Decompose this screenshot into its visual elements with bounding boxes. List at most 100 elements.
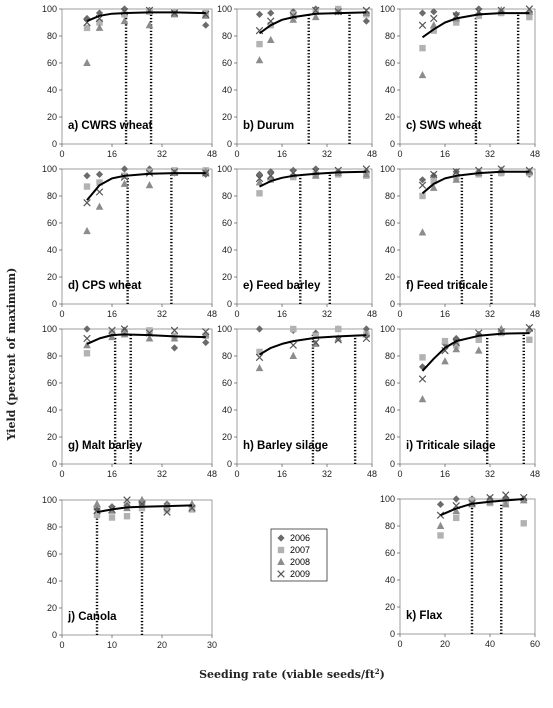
panel-durum: 0 20 40 60 80 100 0 16 32 48 b) Durum bbox=[217, 4, 377, 159]
y-tick-label: 60 bbox=[385, 378, 395, 388]
y-tick-label: 40 bbox=[47, 576, 57, 586]
point-2009 bbox=[93, 507, 101, 515]
y-tick-label: 100 bbox=[380, 4, 395, 14]
y-tick-label: 100 bbox=[42, 4, 57, 14]
fitted-curve bbox=[86, 172, 206, 201]
x-tick-label: 0 bbox=[397, 149, 402, 159]
x-tick-label: 0 bbox=[397, 469, 402, 479]
y-tick-label: 100 bbox=[42, 164, 57, 174]
fitted-curve bbox=[96, 504, 193, 514]
panel-title: k) Flax bbox=[406, 610, 443, 622]
point-2006 bbox=[430, 8, 438, 16]
point-2006 bbox=[255, 170, 264, 178]
x-tick-label: 32 bbox=[485, 309, 495, 319]
x-tick-label: 0 bbox=[59, 640, 64, 650]
point-2007 bbox=[419, 44, 426, 52]
point-2007 bbox=[93, 511, 101, 519]
panel-title: i) Triticale silage bbox=[406, 440, 495, 452]
y-tick-label: 80 bbox=[222, 191, 232, 201]
point-2008 bbox=[452, 506, 461, 515]
y-tick-label: 0 bbox=[52, 299, 57, 309]
point-2009 bbox=[312, 338, 320, 347]
legend-label: 2007 bbox=[290, 545, 310, 555]
point-2008 bbox=[83, 341, 91, 349]
point-2008 bbox=[83, 226, 91, 235]
x-tick-label: 48 bbox=[207, 149, 217, 159]
legend-label: 2009 bbox=[290, 569, 310, 579]
point-2009 bbox=[163, 508, 171, 516]
y-tick-label: 60 bbox=[222, 378, 232, 388]
x-tick-label: 0 bbox=[59, 309, 64, 319]
y-tick-label: 80 bbox=[385, 521, 395, 531]
point-2008 bbox=[501, 500, 510, 508]
point-2007 bbox=[437, 532, 444, 539]
x-tick-label: 60 bbox=[530, 639, 540, 649]
y-tick-label: 0 bbox=[390, 459, 395, 469]
point-2008 bbox=[145, 334, 154, 342]
y-tick-label: 20 bbox=[385, 112, 395, 122]
point-2009 bbox=[525, 5, 534, 13]
y-tick-label: 20 bbox=[222, 112, 232, 122]
y-axis-label: Yield (percent of maximum) bbox=[5, 268, 18, 442]
y-tick-label: 80 bbox=[47, 522, 57, 532]
y-tick-label: 40 bbox=[47, 405, 57, 415]
point-2008 bbox=[255, 363, 264, 372]
point-2008 bbox=[418, 70, 427, 79]
point-2009 bbox=[95, 188, 104, 196]
legend-marker-2007 bbox=[277, 546, 285, 554]
legend-entry-2007: 2007 bbox=[277, 545, 310, 555]
legend-label: 2008 bbox=[290, 557, 310, 567]
plot-frame bbox=[236, 8, 373, 145]
y-tick-label: 100 bbox=[380, 324, 395, 334]
point-2009 bbox=[83, 334, 91, 343]
y-tick-label: 20 bbox=[47, 603, 57, 613]
point-2007 bbox=[475, 336, 482, 343]
y-tick-label: 80 bbox=[47, 351, 57, 361]
x-tick-label: 32 bbox=[157, 309, 167, 319]
point-2006 bbox=[362, 17, 370, 25]
point-2008 bbox=[418, 395, 427, 403]
point-2007 bbox=[520, 520, 527, 527]
legend-entry-2009: 2009 bbox=[277, 569, 310, 579]
y-tick-label: 100 bbox=[380, 494, 395, 504]
panel-feed-barley: 0 20 40 60 80 100 0 16 32 48 e) Feed barley bbox=[217, 164, 377, 319]
y-tick-label: 0 bbox=[390, 299, 395, 309]
point-2009 bbox=[362, 334, 371, 343]
point-2007 bbox=[83, 350, 91, 357]
y-tick-label: 40 bbox=[385, 85, 395, 95]
y-tick-label: 40 bbox=[222, 245, 232, 255]
y-tick-label: 40 bbox=[385, 245, 395, 255]
x-tick-label: 32 bbox=[322, 149, 332, 159]
point-2007 bbox=[96, 19, 103, 26]
x-tick-label: 48 bbox=[530, 149, 540, 159]
point-2008 bbox=[289, 351, 298, 359]
point-2007 bbox=[188, 506, 196, 513]
x-tick-label: 16 bbox=[107, 469, 117, 479]
panel-title: a) CWRS wheat bbox=[68, 120, 153, 132]
y-tick-label: 0 bbox=[227, 139, 232, 149]
point-2008 bbox=[95, 202, 104, 210]
point-2009 bbox=[202, 327, 210, 336]
y-tick-label: 100 bbox=[42, 495, 57, 505]
x-tick-label: 16 bbox=[277, 149, 287, 159]
plot-frame bbox=[399, 168, 536, 305]
point-2007 bbox=[108, 514, 116, 521]
point-2008 bbox=[255, 178, 264, 186]
y-tick-label: 20 bbox=[385, 272, 395, 282]
point-2008 bbox=[255, 56, 264, 64]
plot-frame bbox=[399, 498, 536, 635]
y-tick-label: 20 bbox=[385, 432, 395, 442]
y-tick-label: 60 bbox=[385, 58, 395, 68]
point-2006 bbox=[436, 500, 445, 508]
point-2007 bbox=[96, 179, 103, 186]
x-tick-label: 0 bbox=[59, 149, 64, 159]
fitted-curve bbox=[259, 170, 367, 188]
plot-frame bbox=[399, 8, 536, 145]
x-tick-label: 0 bbox=[397, 639, 402, 649]
y-tick-label: 60 bbox=[222, 218, 232, 228]
x-tick-label: 48 bbox=[367, 309, 377, 319]
x-tick-label: 48 bbox=[207, 309, 217, 319]
plot-frame bbox=[61, 8, 213, 145]
legend-marker-2006 bbox=[277, 534, 285, 542]
point-2009 bbox=[108, 326, 116, 335]
